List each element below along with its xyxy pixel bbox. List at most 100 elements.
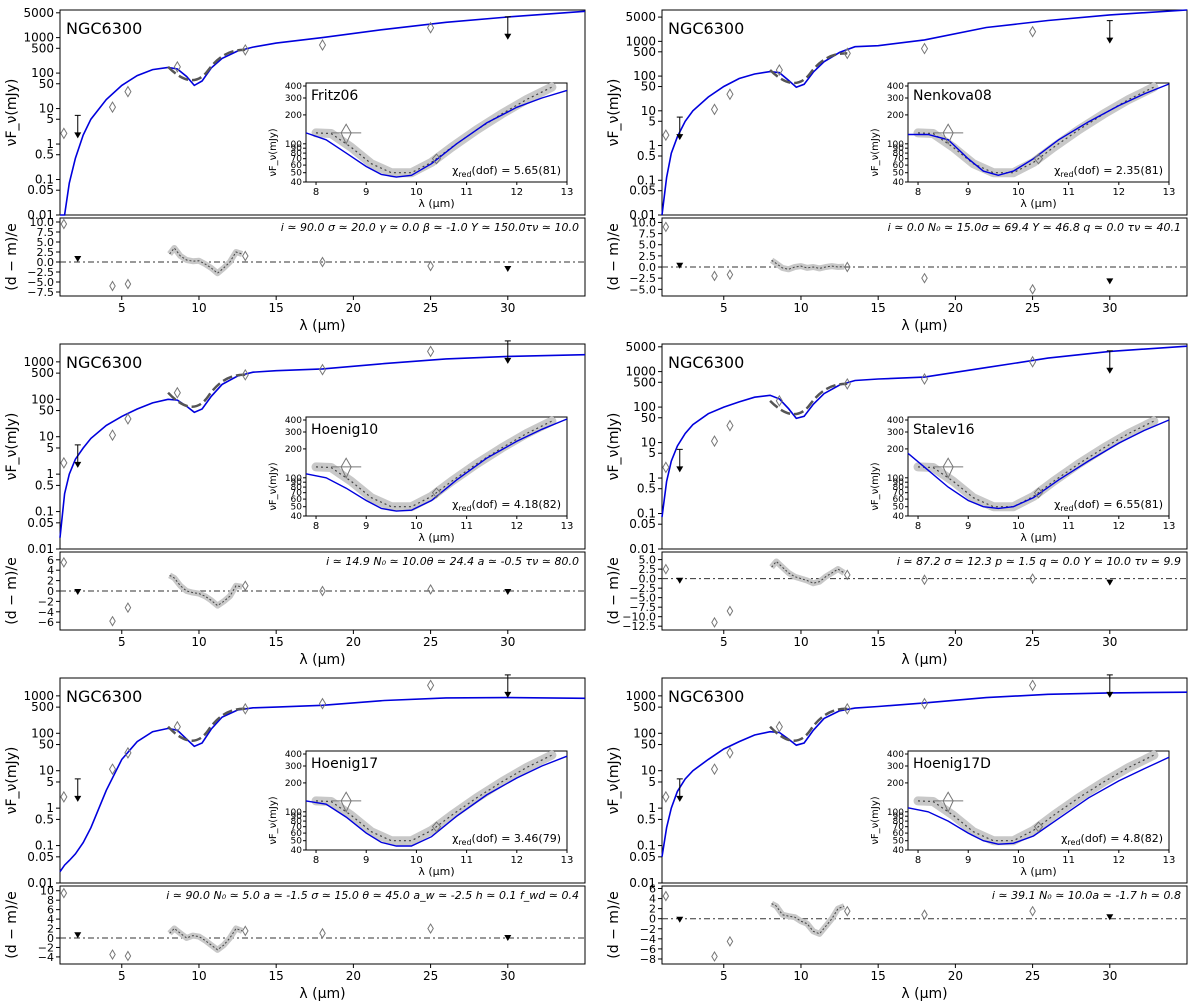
inset-y-tick-label: 300 <box>887 762 904 772</box>
res-y-tick-label: 6 <box>649 883 656 896</box>
upper-limit-marker <box>676 795 684 802</box>
res-y-tick-label: −10.0 <box>622 611 656 624</box>
res-y-tick-label: 5.0 <box>37 236 55 249</box>
inset-model-curve <box>305 755 568 847</box>
y-tick-label: 1 <box>648 801 656 815</box>
inset-y-tick-label: 50 <box>291 837 303 847</box>
photometry-point <box>662 790 670 803</box>
residual-point <box>921 574 928 586</box>
y-tick-label: 100 <box>633 69 656 83</box>
residual-point <box>242 580 249 592</box>
residual-point <box>1029 283 1036 295</box>
inset-y-tick-label: 400 <box>285 82 302 92</box>
inset-xlabel: λ (µm) <box>1020 865 1056 878</box>
residual-point <box>726 935 734 947</box>
inset-ylabel: νF_ν(mJy) <box>870 796 881 844</box>
res-y-tick-label: 4 <box>47 913 54 926</box>
residual-upper-limit <box>1106 579 1114 586</box>
inset-x-tick-label: 13 <box>1163 187 1176 198</box>
residual-upper-limit <box>1106 914 1114 921</box>
photometry-point <box>843 47 851 60</box>
sed-panel: 0.010.050.10.51510501005001000νF_ν(mJy)N… <box>4 674 586 890</box>
sed-frame <box>59 677 586 884</box>
y-tick-label: 0.05 <box>27 516 54 530</box>
upper-limit-marker <box>504 33 512 40</box>
x-tick-label: 25 <box>423 301 438 315</box>
inset-x-tick-label: 10 <box>410 855 423 866</box>
y-tick-label: 0.05 <box>629 184 656 198</box>
res-y-tick-label: −2.5 <box>27 266 54 279</box>
res-ylabel: (d − m)/e <box>4 557 20 624</box>
x-tick-label: 25 <box>1025 301 1040 315</box>
chi2-label: χred(dof) = 3.46(79) <box>452 832 561 847</box>
photometry-point <box>726 746 734 759</box>
y-tick-label: 1 <box>46 137 54 151</box>
residual-point <box>109 280 116 292</box>
x-tick-label: 5 <box>118 969 126 983</box>
photometry-point <box>241 43 249 56</box>
residual-point <box>60 556 68 568</box>
y-tick-label: 50 <box>641 80 656 94</box>
sed-panel: 0.010.050.10.51510501005001000νF_ν(mJy)N… <box>4 340 586 556</box>
inset-x-tick-label: 8 <box>313 187 319 198</box>
residual-frame <box>661 551 1188 631</box>
photometry-point <box>427 679 435 692</box>
y-tick-label: 0.5 <box>637 482 656 496</box>
inset-photometry-point <box>942 791 954 814</box>
model-curve <box>661 345 1188 518</box>
x-tick-label: 25 <box>1025 635 1040 649</box>
res-y-tick-label: 10 <box>40 885 54 898</box>
y-tick-label: 10 <box>39 102 54 116</box>
photometry-point <box>427 345 435 358</box>
object-name: NGC6300 <box>66 687 142 706</box>
sed-frame <box>661 343 1188 550</box>
inset-x-tick-label: 10 <box>410 521 423 532</box>
inset-y-tick-label: 100 <box>887 140 904 150</box>
upper-limit-marker <box>74 132 82 139</box>
residual-spectrum-band <box>770 900 846 937</box>
res-ylabel: (d − m)/e <box>606 557 622 624</box>
y-tick-label: 1000 <box>625 365 656 379</box>
residual-point <box>844 905 851 917</box>
xlabel: λ (µm) <box>901 986 947 1002</box>
res-y-tick-label: −5.0 <box>629 592 656 605</box>
y-tick-label: 0.5 <box>35 812 54 826</box>
model-name-label: Stalev16 <box>913 422 975 438</box>
photometry-point <box>726 419 734 432</box>
inset-x-tick-label: 8 <box>313 855 319 866</box>
sed-ylabel: νF_ν(mJy) <box>606 747 622 815</box>
inset-y-tick-label: 100 <box>285 140 302 150</box>
x-tick-label: 15 <box>871 635 886 649</box>
xlabel: λ (µm) <box>299 318 345 334</box>
object-name: NGC6300 <box>66 19 142 38</box>
residual-point <box>844 569 851 581</box>
upper-limit-marker <box>1106 691 1114 698</box>
inset-y-tick-label: 400 <box>887 416 904 426</box>
inset-ylabel: νF_ν(mJy) <box>268 796 279 844</box>
photometry-point <box>662 129 670 142</box>
inset-y-tick-label: 80 <box>893 149 905 159</box>
res-y-tick-label: −6 <box>640 943 656 956</box>
inset-ylabel: νF_ν(mJy) <box>870 128 881 176</box>
residual-panel: −5.0−2.50.02.55.07.510.0 5 10 15 20 25 30 λ (µm… <box>606 216 1188 334</box>
inset-y-tick-label: 100 <box>887 474 904 484</box>
fit-parameters: i ≃ 0.0 N₀ ≃ 15.0σ ≃ 69.4 Y ≃ 46.8 q ≃ 0… <box>888 221 1181 234</box>
residual-point <box>921 909 928 921</box>
x-tick-label: 20 <box>948 301 963 315</box>
x-tick-label: 30 <box>1102 301 1117 315</box>
x-tick-label: 10 <box>191 969 206 983</box>
y-tick-label: 5 <box>648 446 656 460</box>
residual-upper-limit <box>676 916 684 923</box>
upper-limit-marker <box>504 357 512 364</box>
y-tick-label: 1000 <box>625 34 656 48</box>
photometry-point <box>108 763 117 776</box>
res-y-tick-label: −5.0 <box>629 283 656 296</box>
model-name-label: Nenkova08 <box>913 88 992 104</box>
photometry-point <box>318 39 327 51</box>
inset-xlabel: λ (µm) <box>418 531 454 544</box>
y-tick-label: 1 <box>46 467 54 481</box>
sed-frame <box>59 343 586 550</box>
object-name: NGC6300 <box>668 353 744 372</box>
y-tick-label: 5 <box>46 775 54 789</box>
inset-photometry-point <box>942 123 954 146</box>
